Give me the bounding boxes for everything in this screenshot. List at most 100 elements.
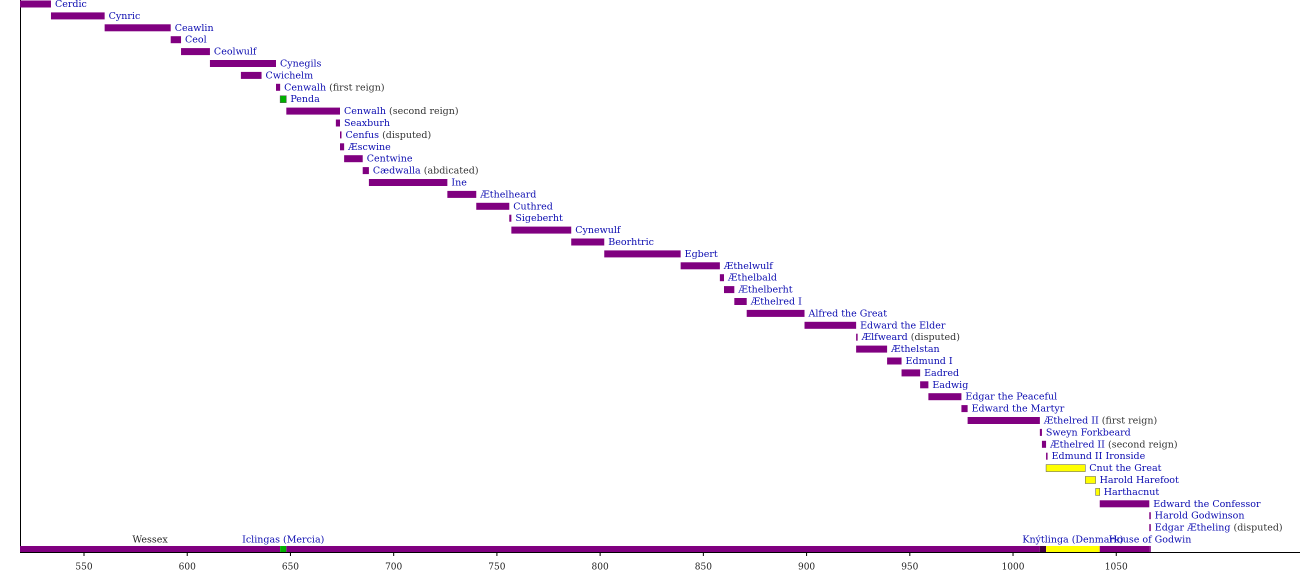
ruler-name[interactable]: Æthelberht bbox=[737, 284, 792, 295]
ruler-name[interactable]: Edward the Confessor bbox=[1153, 498, 1261, 509]
ruler-name[interactable]: Cynric bbox=[109, 10, 141, 21]
ruler-name[interactable]: Cædwalla bbox=[373, 165, 421, 176]
reign-label: Ceawlin bbox=[175, 22, 214, 33]
reign-bar bbox=[901, 369, 921, 377]
ruler-name[interactable]: Cenfus bbox=[346, 129, 380, 140]
ruler-name[interactable]: Edgar the Peaceful bbox=[965, 391, 1057, 402]
ruler-name[interactable]: Ine bbox=[451, 177, 467, 188]
reign-label: Cynewulf bbox=[575, 225, 622, 236]
reign-label: Eadred bbox=[924, 367, 959, 378]
reign-label: Cenwalh (first reign) bbox=[284, 82, 384, 93]
ruler-name[interactable]: Æthelred II bbox=[1049, 439, 1105, 450]
ruler-name[interactable]: Eadred bbox=[924, 367, 959, 378]
reign-bar bbox=[368, 179, 448, 186]
ruler-name[interactable]: Edmund I bbox=[906, 356, 953, 367]
ruler-name[interactable]: Æscwine bbox=[347, 141, 391, 152]
reign-label: Cynric bbox=[109, 10, 141, 21]
x-tick-label: 650 bbox=[282, 563, 299, 573]
ruler-name[interactable]: Cynewulf bbox=[575, 225, 622, 236]
dynasty-bar bbox=[1039, 546, 1047, 552]
reign-label: Edgar the Peaceful bbox=[965, 391, 1057, 402]
ruler-name[interactable]: Cenwalh bbox=[344, 106, 386, 117]
ruler-name[interactable]: Harold Godwinson bbox=[1155, 510, 1245, 521]
dynasty-bar bbox=[20, 546, 281, 552]
ruler-name[interactable]: Ceolwulf bbox=[214, 46, 258, 57]
reign-bar bbox=[1041, 440, 1047, 448]
x-tick-label: 850 bbox=[695, 563, 712, 573]
dynasty-label[interactable]: Iclingas (Mercia) bbox=[242, 535, 324, 546]
x-tick-label: 950 bbox=[901, 563, 918, 573]
ruler-name[interactable]: Eadwig bbox=[932, 379, 968, 390]
x-tick-label: 1050 bbox=[1105, 563, 1128, 573]
x-tick-label: 800 bbox=[592, 563, 609, 573]
reign-label: Eadwig bbox=[932, 379, 968, 390]
reign-label: Ceol bbox=[185, 34, 207, 45]
ruler-name[interactable]: Alfred the Great bbox=[808, 308, 888, 319]
ruler-name[interactable]: Harold Harefoot bbox=[1100, 475, 1179, 486]
reign-bar bbox=[887, 357, 902, 365]
dynasty-label[interactable]: Knýtlinga (Denmark) bbox=[1022, 535, 1123, 546]
ruler-name[interactable]: Cynegils bbox=[280, 58, 322, 69]
ruler-name[interactable]: Æthelwulf bbox=[723, 260, 774, 271]
ruler-name[interactable]: Edward the Martyr bbox=[972, 403, 1065, 414]
ruler-name[interactable]: Æthelheard bbox=[479, 189, 536, 200]
ruler-name[interactable]: Cnut the Great bbox=[1089, 463, 1161, 474]
reign-bar bbox=[209, 60, 276, 67]
ruler-name[interactable]: Edward the Elder bbox=[860, 320, 946, 331]
ruler-name[interactable]: Cenwalh bbox=[284, 82, 326, 93]
ruler-name[interactable]: Cuthred bbox=[513, 201, 553, 212]
reign-note: (first reign) bbox=[329, 82, 384, 93]
reign-label: Edward the Elder bbox=[860, 320, 946, 331]
reign-bar bbox=[746, 309, 805, 317]
reign-bar bbox=[476, 202, 510, 210]
dynasty-bar bbox=[1149, 546, 1151, 552]
ruler-name[interactable]: Cwichelm bbox=[266, 70, 314, 81]
reign-label: Edmund I bbox=[906, 356, 953, 367]
reign-bar bbox=[680, 262, 720, 270]
x-tick-label: 1000 bbox=[1002, 563, 1025, 573]
reign-label: Ceolwulf bbox=[214, 46, 258, 57]
reign-bar bbox=[344, 155, 363, 163]
ruler-name[interactable]: Egbert bbox=[685, 248, 718, 259]
ruler-name[interactable]: Ceol bbox=[185, 34, 207, 45]
reign-label: Æthelred II (first reign) bbox=[1043, 415, 1157, 426]
ruler-name[interactable]: Ælfweard bbox=[861, 332, 908, 343]
ruler-name[interactable]: Æthelbald bbox=[727, 272, 777, 283]
ruler-name[interactable]: Æthelred II bbox=[1043, 415, 1099, 426]
ruler-name[interactable]: Centwine bbox=[367, 153, 413, 164]
reign-label: Edgar Ætheling (disputed) bbox=[1155, 522, 1283, 533]
reign-label: Harthacnut bbox=[1104, 486, 1160, 497]
reign-label: Æthelbald bbox=[727, 272, 777, 283]
dynasty-label: Wessex bbox=[132, 535, 168, 546]
ruler-name[interactable]: Sigeberht bbox=[515, 213, 563, 224]
reign-label: Æthelstan bbox=[890, 344, 940, 355]
reign-label: Cuthred bbox=[513, 201, 553, 212]
reign-bar bbox=[1149, 524, 1151, 532]
reign-label: Sigeberht bbox=[515, 213, 563, 224]
ruler-name[interactable]: Penda bbox=[290, 94, 320, 105]
reign-note: (first reign) bbox=[1102, 415, 1157, 426]
ruler-name[interactable]: Æthelred I bbox=[750, 296, 802, 307]
reign-bar bbox=[1149, 512, 1151, 520]
reign-label: Beorhtric bbox=[608, 237, 654, 248]
reign-bar bbox=[276, 83, 281, 91]
ruler-name[interactable]: Seaxburh bbox=[344, 118, 390, 129]
ruler-name[interactable]: Cerdic bbox=[55, 0, 87, 10]
ruler-name[interactable]: Æthelstan bbox=[890, 344, 940, 355]
ruler-name[interactable]: Edmund II Ironside bbox=[1052, 451, 1146, 462]
reign-label: Æthelred I bbox=[750, 296, 802, 307]
reign-label: Edmund II Ironside bbox=[1052, 451, 1146, 462]
reign-bar bbox=[362, 167, 369, 175]
ruler-name[interactable]: Sweyn Forkbeard bbox=[1046, 427, 1131, 438]
reign-label: Seaxburh bbox=[344, 118, 390, 129]
reign-bar bbox=[279, 95, 287, 103]
ruler-name[interactable]: Edgar Ætheling bbox=[1155, 522, 1231, 533]
reign-label: Æscwine bbox=[347, 141, 391, 152]
ruler-name[interactable]: Ceawlin bbox=[175, 22, 214, 33]
reign-label: Æthelberht bbox=[737, 284, 792, 295]
ruler-name[interactable]: Beorhtric bbox=[608, 237, 654, 248]
ruler-name[interactable]: Harthacnut bbox=[1104, 486, 1160, 497]
reign-label: Cædwalla (abdicated) bbox=[373, 165, 479, 176]
reign-bar bbox=[604, 250, 681, 258]
dynasty-label[interactable]: House of Godwin bbox=[1109, 535, 1192, 546]
